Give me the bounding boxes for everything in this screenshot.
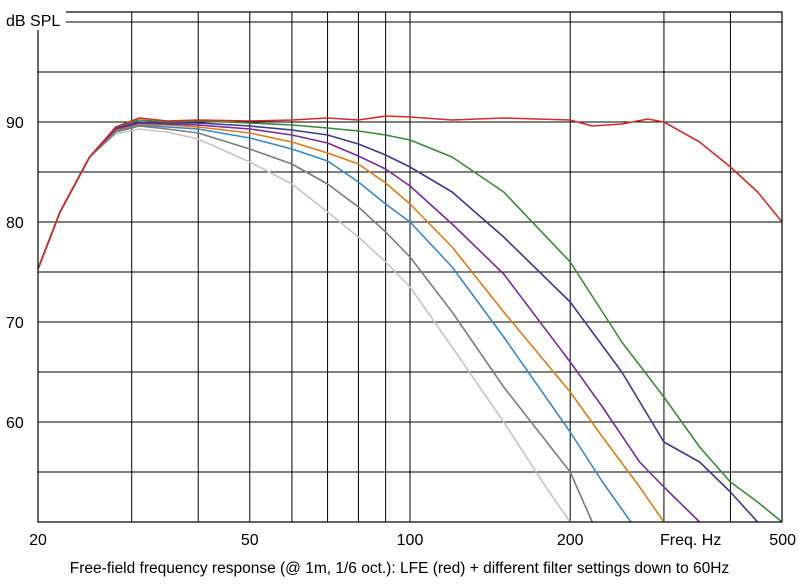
series-group: [37, 115, 783, 523]
x-tick-label: 20: [29, 532, 47, 549]
x-tick-label: 100: [397, 532, 424, 549]
y-tick-label: 80: [6, 215, 24, 232]
series-line: [37, 128, 571, 523]
y-tick-label: 90: [6, 115, 24, 132]
plot-frame: [37, 11, 783, 523]
y-axis-label: dB SPL: [6, 13, 60, 30]
series-line: [37, 119, 783, 523]
x-tick-label: 50: [241, 532, 259, 549]
y-tick-label: 60: [6, 415, 24, 432]
series-line: [37, 125, 593, 523]
chart-caption: Free-field frequency response (@ 1m, 1/6…: [70, 560, 729, 577]
series-line: [37, 121, 759, 523]
tick-labels: 20 50 100 200 500 60 70 80 90: [6, 115, 796, 549]
ylabel-backdrop: [4, 8, 66, 30]
x-tick-label: 200: [557, 532, 584, 549]
x-tick-label: 500: [769, 532, 796, 549]
series-line: [37, 122, 701, 523]
x-axis-label: Freq. Hz: [660, 532, 721, 549]
series-line: [37, 115, 783, 270]
y-tick-label: 70: [6, 315, 24, 332]
xlabel-backdrop: [656, 528, 738, 550]
